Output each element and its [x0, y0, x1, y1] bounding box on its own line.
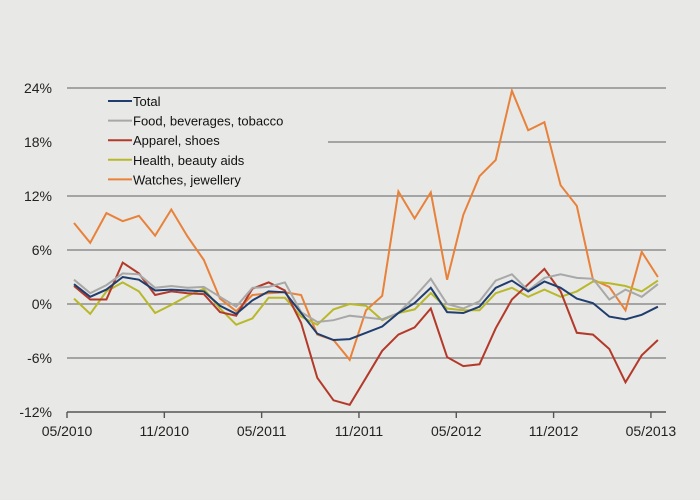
series-line-watches-jewellery [73, 87, 659, 362]
x-tick-label: 05/2011 [237, 423, 287, 439]
gridlines [67, 87, 666, 359]
series-line-health-beauty-aids [73, 279, 659, 326]
legend-label: Food, beverages, tobacco [133, 114, 283, 129]
legend-label: Health, beauty aids [133, 153, 245, 168]
y-tick-label: 18% [24, 134, 52, 150]
x-axis: 05/2010 11/2010 05/2011 11/2011 05/2012 11/20… [42, 411, 677, 439]
y-tick-label: -12% [19, 404, 52, 420]
series-lines [73, 87, 659, 406]
series-line-apparel-shoes [73, 261, 659, 406]
legend: Total Food, beverages, tobacco Apparel, sh… [108, 94, 283, 187]
legend-label: Total [133, 94, 161, 109]
x-tick-label: 11/2011 [335, 423, 384, 439]
legend-label: Apparel, shoes [133, 133, 220, 148]
y-tick-label: 6% [32, 242, 52, 258]
x-tick-label: 05/2012 [431, 423, 482, 439]
x-tick-label: 05/2010 [42, 423, 93, 439]
y-tick-label: 12% [24, 188, 52, 204]
y-axis-tick-labels: 24% 18% 12% 6% 0% -6% -12% [19, 80, 52, 420]
x-tick-label: 05/2013 [626, 423, 677, 439]
y-tick-label: -6% [27, 350, 52, 366]
x-tick-label: 11/2012 [529, 423, 579, 439]
y-tick-label: 0% [32, 296, 52, 312]
series-line-food-beverages-tobacco [73, 272, 659, 324]
y-tick-label: 24% [24, 80, 52, 96]
x-tick-label: 11/2010 [140, 423, 190, 439]
series-line-total [73, 275, 659, 342]
legend-label: Watches, jewellery [133, 172, 241, 187]
